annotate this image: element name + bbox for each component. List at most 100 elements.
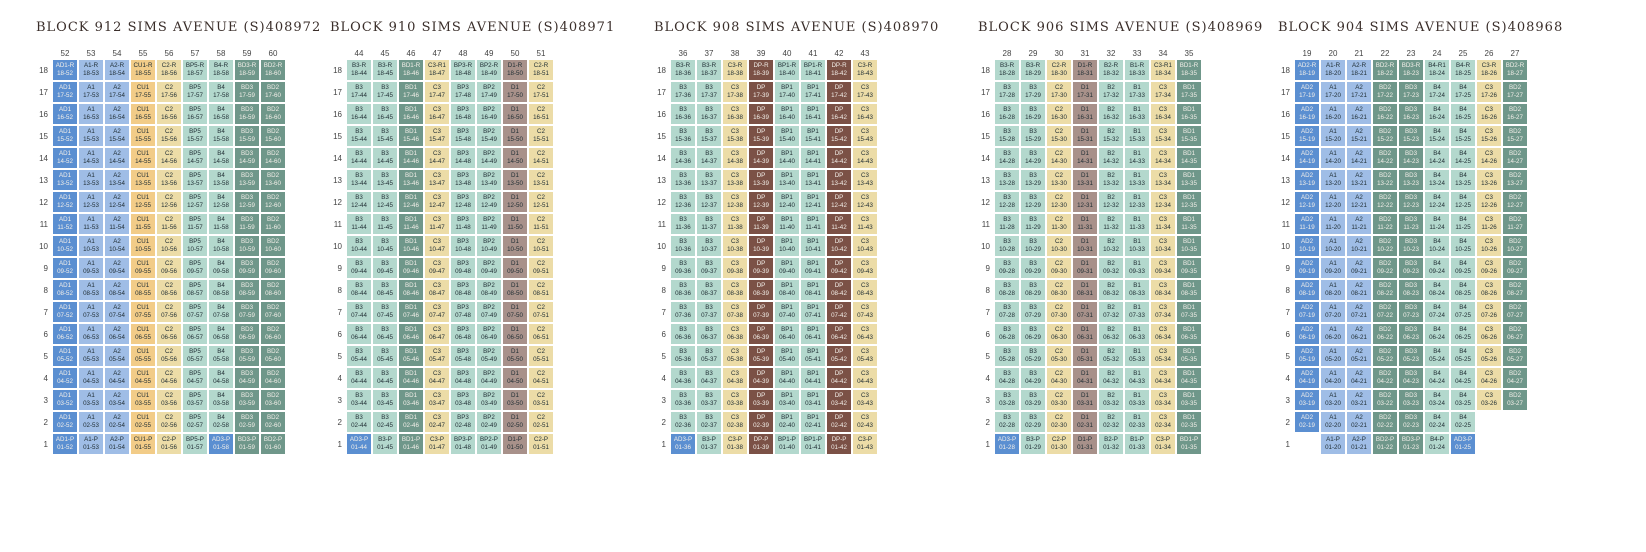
unit-column-number: 56 bbox=[164, 49, 174, 58]
unit-cell: B3 17-28 bbox=[994, 81, 1020, 103]
unit-number: 02-44 bbox=[351, 422, 367, 429]
unit-cell: BD1 13-35 bbox=[1176, 169, 1202, 191]
unit-cell: B3 17-37 bbox=[696, 81, 722, 103]
unit-column-number: 53 bbox=[86, 49, 96, 58]
unit-number: 12-53 bbox=[83, 202, 99, 209]
unit-type: B4 bbox=[1433, 414, 1441, 421]
unit-type: B2-R bbox=[1103, 62, 1119, 69]
unit-number: 14-20 bbox=[1325, 158, 1341, 165]
unit-number: 04-50 bbox=[507, 378, 523, 385]
unit-cell: C2 03-56 bbox=[156, 389, 182, 411]
unit-cell: C2 04-51 bbox=[528, 367, 554, 389]
unit-type: C3 bbox=[1159, 304, 1167, 311]
unit-number: 06-57 bbox=[187, 334, 203, 341]
unit-type: C3 bbox=[433, 84, 441, 91]
unit-cell: B1 15-33 bbox=[1124, 125, 1150, 147]
unit-number: 02-19 bbox=[1299, 422, 1315, 429]
unit-cell: B4 03-24 bbox=[1424, 389, 1450, 411]
unit-number: 14-23 bbox=[1403, 158, 1419, 165]
unit-number: 05-38 bbox=[727, 356, 743, 363]
unit-number: 12-56 bbox=[161, 202, 177, 209]
unit-cell: DP 06-39 bbox=[748, 323, 774, 345]
unit-cell: B1-R 18-33 bbox=[1124, 59, 1150, 81]
unit-cell: AD2 16-19 bbox=[1294, 103, 1320, 125]
unit-type: BD2 bbox=[266, 128, 280, 135]
unit-cell: AD2 11-19 bbox=[1294, 213, 1320, 235]
unit-number: 15-45 bbox=[377, 136, 393, 143]
unit-type: B4-R bbox=[213, 62, 229, 69]
unit-type: BD1 bbox=[404, 128, 418, 135]
unit-number: 04-29 bbox=[1025, 378, 1041, 385]
unit-number: 18-42 bbox=[831, 70, 847, 77]
unit-number: 04-31 bbox=[1077, 378, 1093, 385]
unit-type: C3 bbox=[731, 238, 739, 245]
unit-type: C3 bbox=[433, 326, 441, 333]
unit-number: 04-20 bbox=[1325, 378, 1341, 385]
unit-number: 03-50 bbox=[507, 400, 523, 407]
unit-type: BD3 bbox=[240, 326, 254, 333]
unit-number: 06-60 bbox=[265, 334, 281, 341]
unit-number: 03-31 bbox=[1077, 400, 1093, 407]
unit-number: 02-54 bbox=[109, 422, 125, 429]
unit-cell: BP5 11-57 bbox=[182, 213, 208, 235]
unit-type: B2-P bbox=[1104, 436, 1118, 443]
unit-cell: B3-R 18-44 bbox=[346, 59, 372, 81]
unit-type: BP1 bbox=[781, 128, 793, 135]
unit-cell: DP 08-42 bbox=[826, 279, 852, 301]
unit-type: B4-P bbox=[1430, 436, 1444, 443]
unit-type: C2 bbox=[1055, 172, 1063, 179]
unit-number: 04-36 bbox=[675, 378, 691, 385]
unit-cell: B4 07-24 bbox=[1424, 301, 1450, 323]
unit-cell: BP2 12-49 bbox=[476, 191, 502, 213]
unit-cell: C2 14-30 bbox=[1046, 147, 1072, 169]
unit-number: 11-58 bbox=[213, 224, 229, 231]
unit-type: BD2 bbox=[1508, 304, 1522, 311]
unit-cell: DP 02-39 bbox=[748, 411, 774, 433]
unit-type: C3 bbox=[861, 326, 869, 333]
unit-number: 16-21 bbox=[1351, 114, 1367, 121]
floor-label: 18 bbox=[981, 66, 990, 75]
unit-type: BP2 bbox=[483, 106, 495, 113]
unit-number: 17-55 bbox=[135, 92, 151, 99]
unit-cell: C2 08-51 bbox=[528, 279, 554, 301]
unit-number: 08-27 bbox=[1507, 290, 1523, 297]
unit-cell: DP-R 18-42 bbox=[826, 59, 852, 81]
unit-number: 13-56 bbox=[161, 180, 177, 187]
unit-cell: B3 04-37 bbox=[696, 367, 722, 389]
unit-type: A2 bbox=[113, 172, 121, 179]
unit-type: C2-R bbox=[161, 62, 177, 69]
unit-cell: BP1 17-41 bbox=[800, 81, 826, 103]
unit-cell: C3 17-34 bbox=[1150, 81, 1176, 103]
unit-number: 08-52 bbox=[57, 290, 73, 297]
unit-number: 10-25 bbox=[1455, 246, 1471, 253]
unit-cell: C3 11-47 bbox=[424, 213, 450, 235]
unit-type: C3 bbox=[1159, 84, 1167, 91]
unit-number: 11-46 bbox=[403, 224, 419, 231]
unit-number: 11-34 bbox=[1155, 224, 1171, 231]
unit-number: 01-43 bbox=[857, 444, 873, 451]
unit-number: 14-36 bbox=[675, 158, 691, 165]
unit-type: B3 bbox=[679, 150, 687, 157]
unit-cell: BP2 08-49 bbox=[476, 279, 502, 301]
unit-type: BD1 bbox=[1182, 326, 1196, 333]
unit-number: 10-46 bbox=[403, 246, 419, 253]
unit-cell: C3 16-26 bbox=[1476, 103, 1502, 125]
unit-number: 01-60 bbox=[265, 444, 281, 451]
unit-cell: BD3 06-23 bbox=[1398, 323, 1424, 345]
unit-number: 03-24 bbox=[1429, 400, 1445, 407]
unit-cell: B3 08-44 bbox=[346, 279, 372, 301]
unit-type: AD2 bbox=[1300, 128, 1314, 135]
unit-cell: BD3 17-59 bbox=[234, 81, 260, 103]
floor-label: 6 bbox=[337, 330, 342, 339]
unit-cell: C2 06-30 bbox=[1046, 323, 1072, 345]
unit-number: 09-48 bbox=[455, 268, 471, 275]
unit-cell: BP1-P 01-41 bbox=[800, 433, 826, 455]
unit-number: 18-40 bbox=[779, 70, 795, 77]
unit-cell: B4 16-24 bbox=[1424, 103, 1450, 125]
unit-cell: B2 09-32 bbox=[1098, 257, 1124, 279]
unit-type: D1 bbox=[511, 304, 519, 311]
unit-cell: B3 13-37 bbox=[696, 169, 722, 191]
unit-column-number: 54 bbox=[112, 49, 122, 58]
unit-type: BP5 bbox=[189, 370, 201, 377]
unit-number: 06-29 bbox=[1025, 334, 1041, 341]
